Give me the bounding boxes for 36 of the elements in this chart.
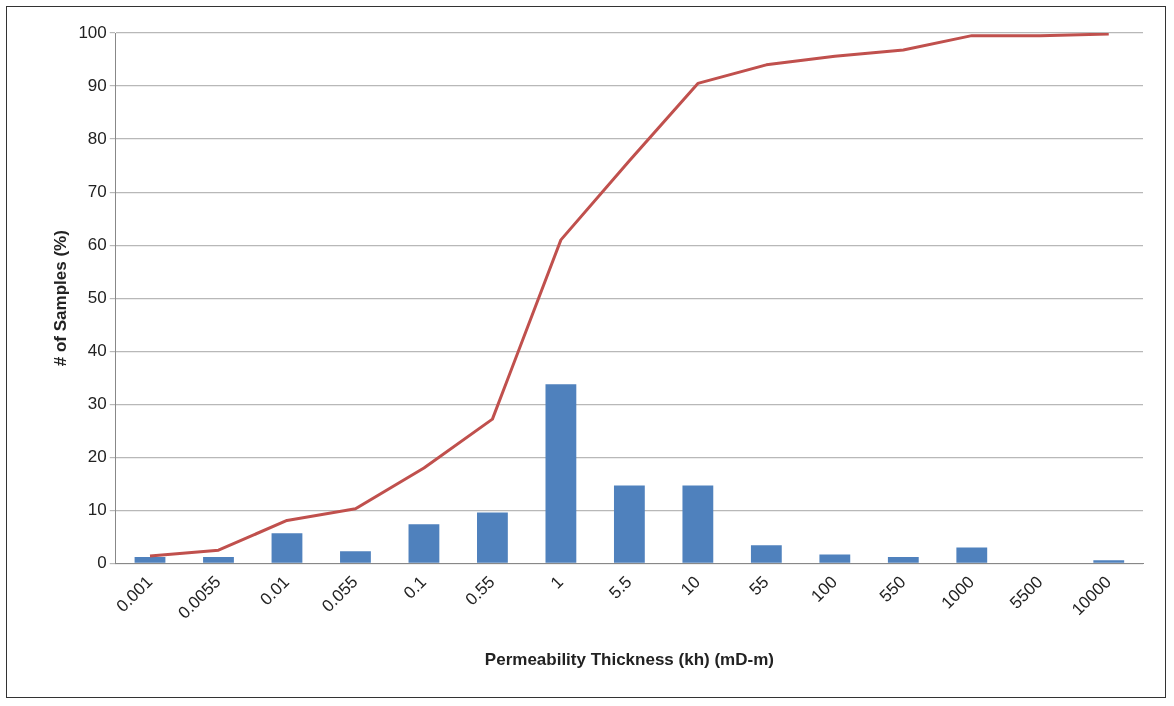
x-axis-title: Permeability Thickness (kh) (mD-m) bbox=[484, 650, 774, 670]
bar bbox=[750, 545, 782, 563]
bar bbox=[682, 485, 714, 563]
bar bbox=[340, 551, 371, 563]
y-tick-label: 0 bbox=[97, 553, 107, 573]
y-tick-label: 60 bbox=[87, 234, 107, 254]
bar bbox=[545, 384, 577, 563]
x-tick-label: 0.55 bbox=[461, 572, 499, 610]
y-tick-label: 30 bbox=[87, 393, 107, 413]
x-tick-label: 100 bbox=[807, 572, 841, 606]
bar bbox=[477, 512, 508, 563]
x-tick-label: 1 bbox=[546, 572, 568, 593]
y-tick-label: 20 bbox=[87, 447, 107, 467]
x-tick-label: 10 bbox=[677, 572, 705, 600]
bar bbox=[956, 547, 988, 563]
bar bbox=[271, 533, 303, 563]
y-tick-label: 40 bbox=[87, 340, 107, 360]
y-tick-label: 80 bbox=[87, 128, 107, 148]
bar bbox=[1093, 560, 1125, 563]
y-axis-title: # of Samples (%) bbox=[50, 230, 70, 367]
bar bbox=[613, 485, 645, 563]
bar bbox=[203, 557, 234, 563]
x-tick-label: 55 bbox=[745, 572, 773, 600]
x-tick-label: 5.5 bbox=[605, 572, 636, 603]
y-tick-label: 90 bbox=[87, 75, 107, 95]
y-tick-label: 100 bbox=[78, 22, 107, 42]
x-tick-label: 550 bbox=[875, 572, 910, 606]
bar bbox=[134, 557, 166, 563]
y-tick-label: 50 bbox=[87, 287, 107, 307]
y-tick-label: 70 bbox=[87, 181, 107, 201]
x-tick-label: 0.1 bbox=[399, 572, 431, 603]
bar bbox=[408, 524, 440, 563]
bar bbox=[819, 554, 851, 563]
y-tick-label: 10 bbox=[87, 500, 107, 520]
x-tick-label: 0.01 bbox=[256, 572, 294, 610]
bar bbox=[887, 557, 919, 563]
